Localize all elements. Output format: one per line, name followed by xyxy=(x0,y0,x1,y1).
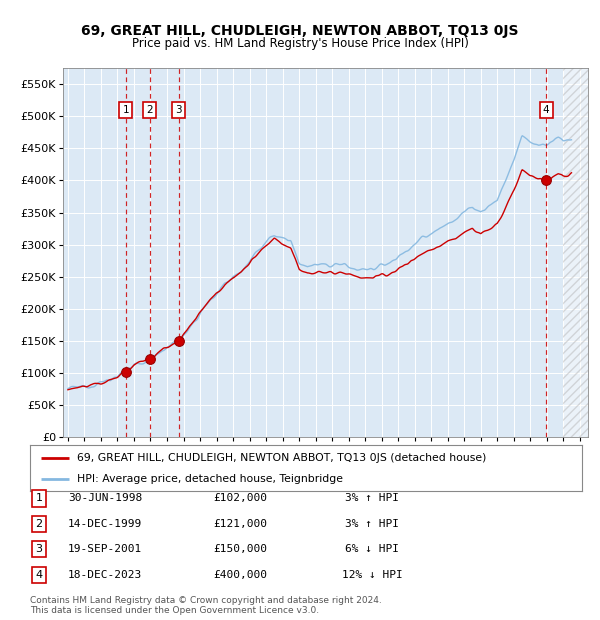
Text: 3% ↑ HPI: 3% ↑ HPI xyxy=(345,494,399,503)
Text: £400,000: £400,000 xyxy=(213,570,267,580)
Text: 12% ↓ HPI: 12% ↓ HPI xyxy=(341,570,403,580)
Text: 18-DEC-2023: 18-DEC-2023 xyxy=(68,570,142,580)
Text: 3: 3 xyxy=(35,544,43,554)
Text: 3: 3 xyxy=(176,105,182,115)
Text: 30-JUN-1998: 30-JUN-1998 xyxy=(68,494,142,503)
Text: 1: 1 xyxy=(122,105,129,115)
Bar xyxy=(563,68,588,437)
Text: Price paid vs. HM Land Registry's House Price Index (HPI): Price paid vs. HM Land Registry's House … xyxy=(131,37,469,50)
Text: 1: 1 xyxy=(35,494,43,503)
Text: 6% ↓ HPI: 6% ↓ HPI xyxy=(345,544,399,554)
Text: 2: 2 xyxy=(146,105,153,115)
Text: HPI: Average price, detached house, Teignbridge: HPI: Average price, detached house, Teig… xyxy=(77,474,343,484)
Text: 69, GREAT HILL, CHUDLEIGH, NEWTON ABBOT, TQ13 0JS (detached house): 69, GREAT HILL, CHUDLEIGH, NEWTON ABBOT,… xyxy=(77,453,486,463)
Text: Contains HM Land Registry data © Crown copyright and database right 2024.
This d: Contains HM Land Registry data © Crown c… xyxy=(30,596,382,615)
Text: 69, GREAT HILL, CHUDLEIGH, NEWTON ABBOT, TQ13 0JS: 69, GREAT HILL, CHUDLEIGH, NEWTON ABBOT,… xyxy=(81,24,519,38)
Text: 4: 4 xyxy=(35,570,43,580)
Text: 14-DEC-1999: 14-DEC-1999 xyxy=(68,519,142,529)
Text: 19-SEP-2001: 19-SEP-2001 xyxy=(68,544,142,554)
Text: £102,000: £102,000 xyxy=(213,494,267,503)
Text: £121,000: £121,000 xyxy=(213,519,267,529)
Text: £150,000: £150,000 xyxy=(213,544,267,554)
Text: 2: 2 xyxy=(35,519,43,529)
Text: 3% ↑ HPI: 3% ↑ HPI xyxy=(345,519,399,529)
Text: 4: 4 xyxy=(543,105,550,115)
